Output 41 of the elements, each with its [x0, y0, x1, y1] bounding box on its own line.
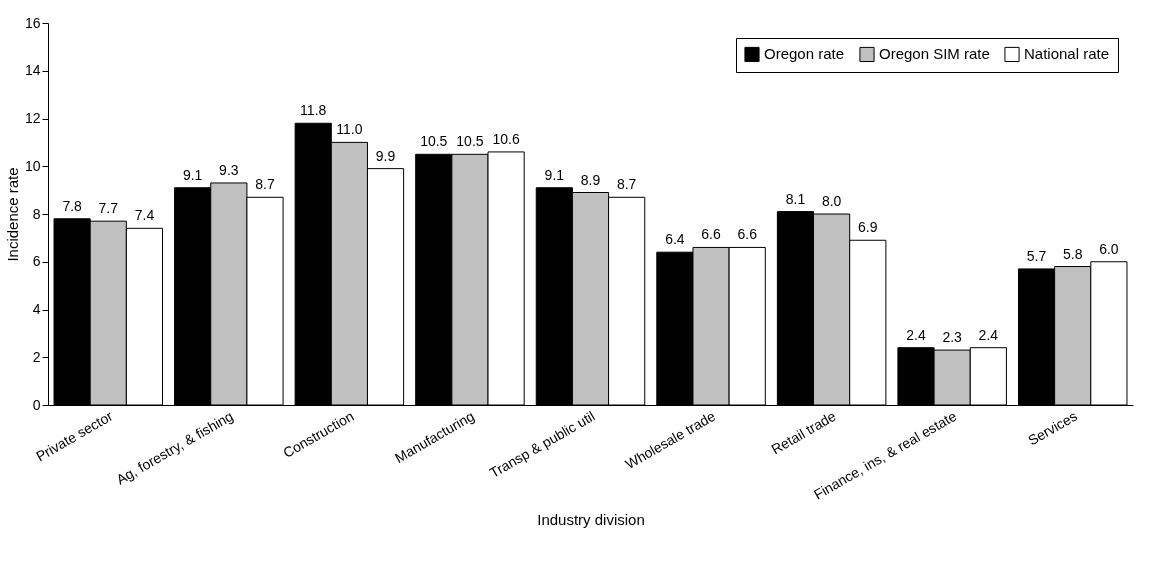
data-label: 6.9	[858, 219, 878, 236]
y-axis-title: Incidence rate	[3, 167, 21, 262]
x-axis-title: Industry division	[537, 510, 645, 528]
y-tick-label: 6	[32, 253, 41, 270]
legend-label: Oregon SIM rate	[879, 45, 990, 63]
y-tick-label: 0	[32, 396, 41, 413]
data-label: 10.6	[492, 130, 520, 147]
data-label: 10.5	[456, 133, 484, 150]
data-label: 9.1	[182, 166, 203, 183]
y-tick-label: 4	[32, 301, 41, 317]
data-label: 8.0	[821, 193, 842, 209]
data-label: 10.5	[420, 133, 448, 150]
y-tick-label: 10	[24, 157, 41, 174]
data-label: 8.7	[255, 176, 275, 193]
data-label: 9.3	[219, 161, 239, 178]
data-label: 9.1	[544, 166, 565, 183]
y-tick-label: 12	[24, 110, 41, 126]
data-label: 2.3	[942, 329, 963, 346]
data-label: 6.6	[701, 226, 721, 243]
data-label: 6.0	[1099, 240, 1119, 257]
y-tick-label: 8	[32, 205, 41, 222]
data-label: 11.8	[300, 102, 327, 119]
legend-label: National rate	[1024, 45, 1110, 63]
data-label: 6.6	[737, 226, 758, 243]
data-label: 11.0	[336, 121, 363, 138]
data-label: 6.4	[665, 231, 685, 248]
y-tick-label: 2	[32, 348, 41, 365]
data-label: 2.4	[906, 326, 926, 343]
y-tick-label: 14	[24, 62, 41, 79]
data-label: 5.8	[1062, 245, 1083, 262]
data-label: 8.7	[616, 176, 637, 193]
data-label: 7.7	[98, 200, 119, 217]
data-label: 5.7	[1026, 247, 1047, 264]
data-label: 7.8	[62, 197, 83, 214]
data-label: 8.1	[785, 190, 806, 207]
data-label: 7.4	[134, 207, 155, 224]
legend-label: Oregon rate	[764, 45, 845, 63]
data-label: 8.9	[580, 171, 601, 188]
y-tick-label: 16	[24, 14, 41, 31]
data-label: 2.4	[978, 326, 999, 343]
data-label: 9.9	[375, 147, 396, 164]
